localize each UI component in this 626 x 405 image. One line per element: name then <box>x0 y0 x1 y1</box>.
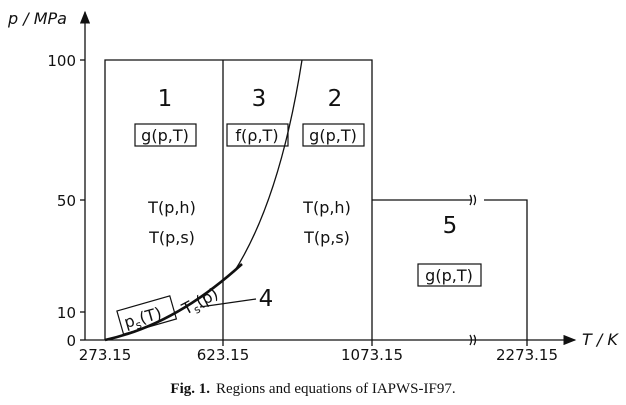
equation-box <box>226 123 289 147</box>
y-ticks <box>80 59 85 341</box>
region-number: 2 <box>328 86 343 112</box>
equation: g(p,T) <box>141 126 189 145</box>
region-number: 1 <box>158 86 173 112</box>
x-tick-label: 1073.15 <box>341 346 403 364</box>
equation: T(p,h) <box>302 198 351 217</box>
caption: Fig. 1. Regions and equations of IAPWS-IF… <box>170 381 455 397</box>
region-number: 4 <box>259 286 274 312</box>
region-border <box>372 199 528 340</box>
x-axis-label: T / K <box>582 330 619 349</box>
y-tick-label: 50 <box>57 192 76 210</box>
equation: T(p,s) <box>303 228 350 247</box>
equation-box <box>302 123 365 147</box>
region-number: 3 <box>252 86 267 112</box>
x-ticks <box>222 340 528 346</box>
equation: f(ρ,T) <box>235 126 278 145</box>
equation: g(p,T) <box>425 266 473 285</box>
caption-label: Fig. 1. <box>170 381 210 397</box>
caption-text: Regions and equations of IAPWS-IF97. <box>216 381 456 397</box>
equation: Ts(p) <box>178 284 223 322</box>
x-tick-label: 623.15 <box>197 346 250 364</box>
y-axis-label: p / MPa <box>7 9 67 28</box>
axis-break <box>469 194 477 346</box>
equation-box <box>417 263 482 287</box>
x-tick-label: 2273.15 <box>496 346 558 364</box>
symbol: p <box>122 311 137 332</box>
equation-box <box>134 123 197 147</box>
y-tick-label: 100 <box>47 52 76 70</box>
boundary-b23 <box>233 59 303 273</box>
y-tick-label: 0 <box>66 332 76 350</box>
y-tick-label: 10 <box>57 304 76 322</box>
equation: g(p,T) <box>309 126 357 145</box>
equation-box <box>116 295 178 335</box>
equation: T(p,s) <box>148 228 195 247</box>
equation: T(p,h) <box>147 198 196 217</box>
leader-line <box>199 298 257 308</box>
equation: ps(T) <box>122 303 165 335</box>
subscript: s <box>192 302 203 316</box>
subscript: s <box>134 318 143 332</box>
region-number: 5 <box>443 213 458 239</box>
x-tick-label: 273.15 <box>79 346 132 364</box>
